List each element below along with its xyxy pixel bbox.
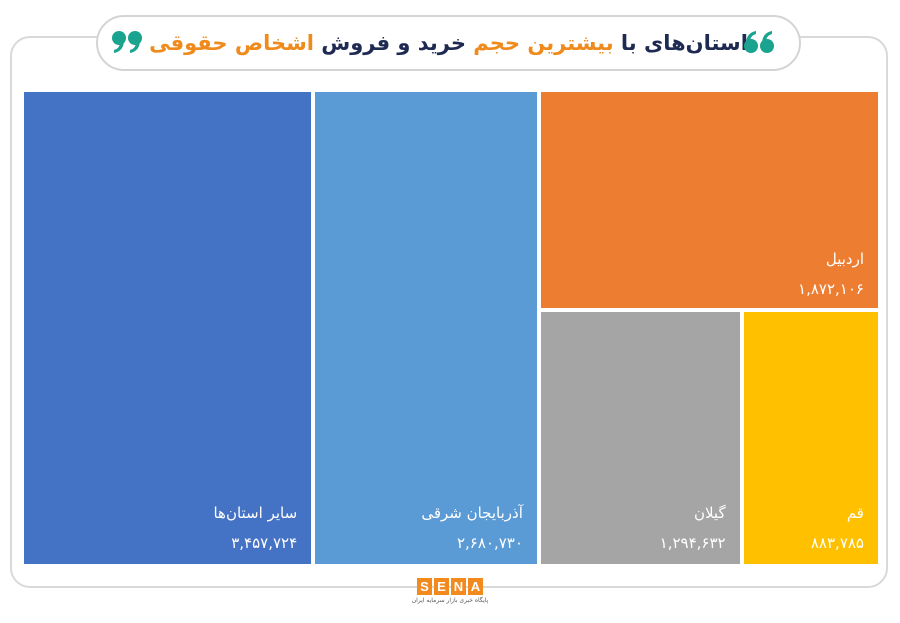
logo-letter: N	[451, 578, 466, 595]
sena-logo: S E N A پایگاه خبری بازار سرمایه ایران	[412, 578, 488, 608]
tile-value: ۲,۶۸۰,۷۳۰	[456, 534, 523, 552]
title-part-1: استان‌های با	[613, 31, 748, 55]
logo-subtitle: پایگاه خبری بازار سرمایه ایران	[411, 597, 489, 604]
tile-value: ۸۸۳,۷۸۵	[810, 533, 864, 552]
chart-title: استان‌های با بیشترین حجم خرید و فروش اشخ…	[149, 31, 748, 55]
tile-value: ۱,۲۹۴,۶۳۲	[659, 533, 726, 552]
treemap-tile: گیلان ۱,۲۹۴,۶۳۲	[538, 310, 742, 566]
title-part-4: اشخاص حقوقی	[149, 31, 314, 55]
treemap-tile: اردبیل ۱,۸۷۲,۱۰۶	[538, 90, 880, 310]
quote-close-icon	[112, 31, 142, 53]
title-part-3: خرید و فروش	[313, 31, 474, 55]
tile-value: ۳,۴۵۷,۷۲۴	[231, 534, 298, 552]
treemap-tile: آذربایجان شرقی ۲,۶۸۰,۷۳۰	[313, 90, 539, 566]
logo-letter: S	[417, 578, 432, 595]
logo-letter: A	[468, 578, 483, 595]
tile-label: سایر استان‌ها	[213, 504, 298, 522]
treemap-tile: سایر استان‌ها ۳,۴۵۷,۷۲۴	[22, 90, 314, 566]
treemap-chart: سایر استان‌ها ۳,۴۵۷,۷۲۴ آذربایجان شرقی ۲,۶۸…	[22, 90, 880, 566]
quote-open-icon	[744, 31, 774, 53]
logo-letter: E	[434, 578, 449, 595]
tile-label: اردبیل	[825, 250, 864, 268]
tile-label: گیلان	[693, 503, 726, 522]
title-banner: استان‌های با بیشترین حجم خرید و فروش اشخ…	[96, 15, 801, 71]
tile-label: آذربایجان شرقی	[421, 504, 523, 522]
treemap-tile: قم ۸۸۳,۷۸۵	[741, 310, 880, 566]
title-part-2: بیشترین حجم	[473, 31, 614, 55]
tile-label: قم	[846, 503, 864, 522]
tile-value: ۱,۸۷۲,۱۰۶	[798, 280, 864, 298]
